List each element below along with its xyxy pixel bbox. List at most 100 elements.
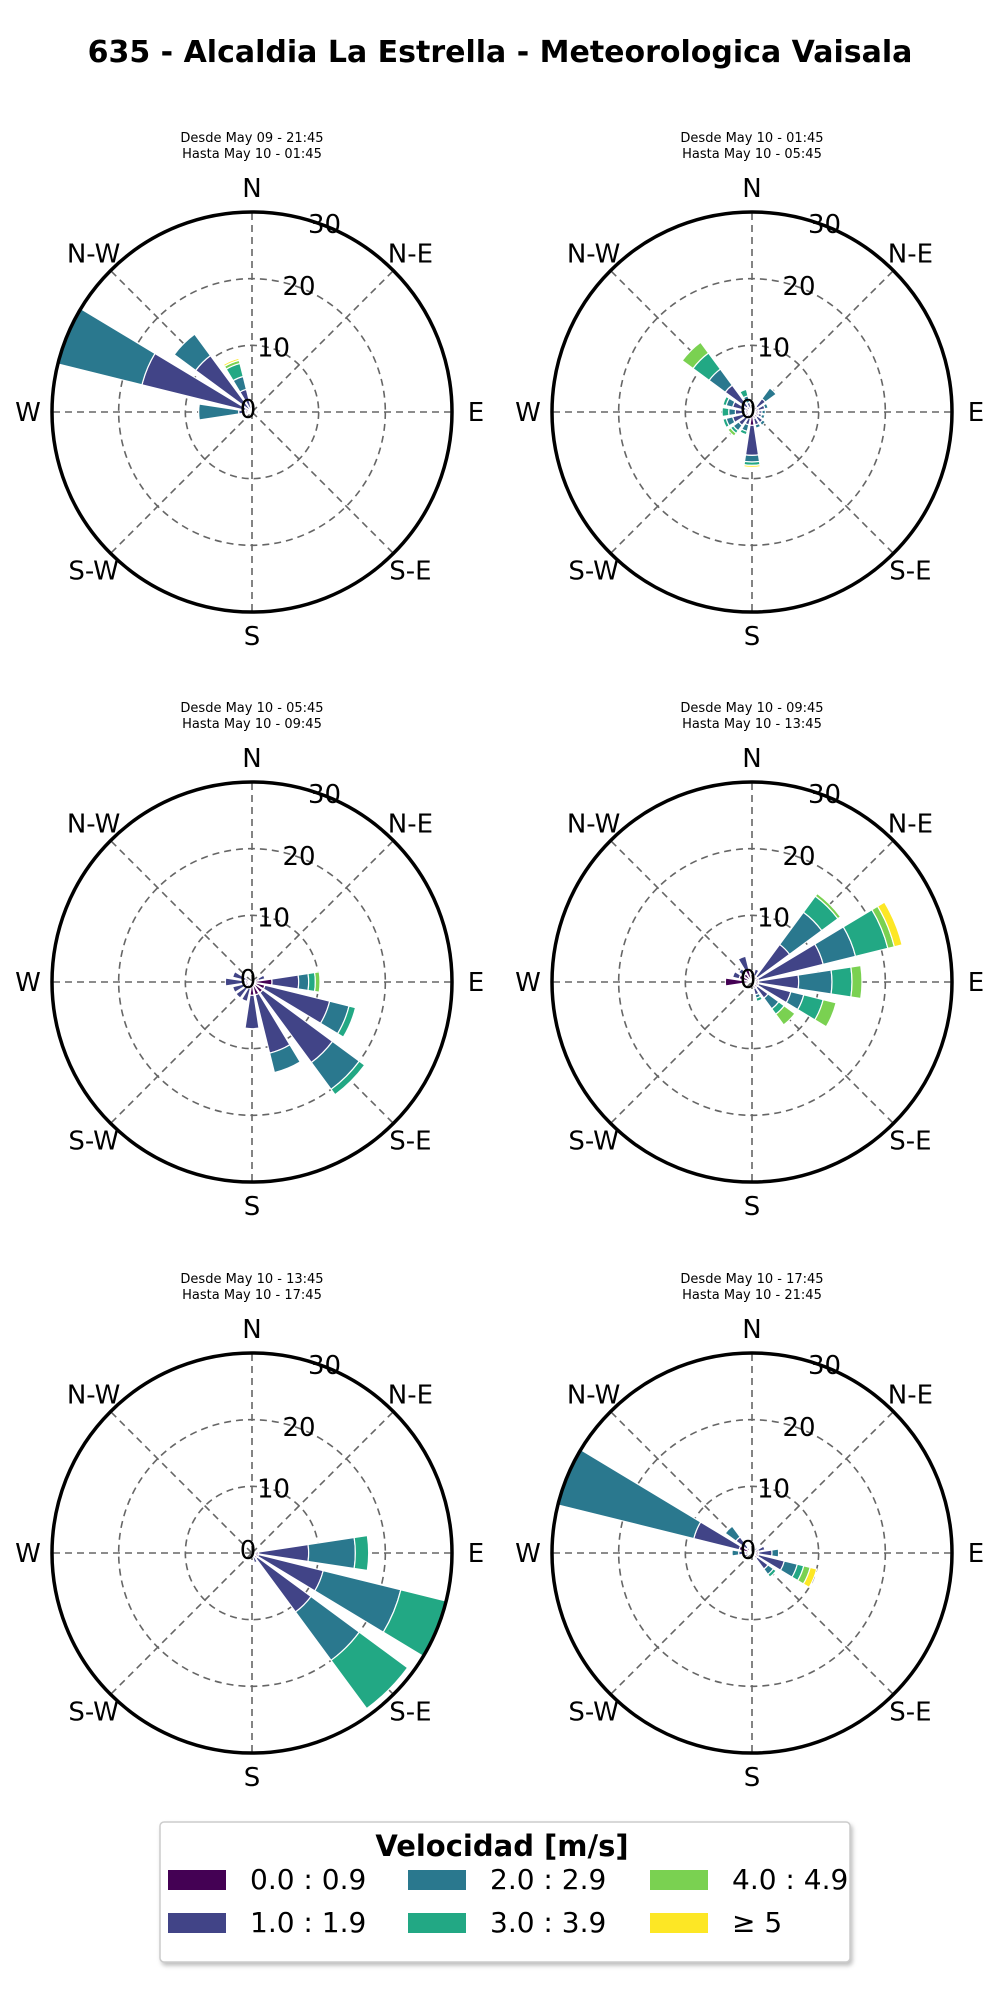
- sector-bar: [756, 1545, 766, 1553]
- ring-label: 0: [740, 395, 757, 425]
- direction-label: N: [742, 744, 761, 774]
- sector-bar: [771, 1548, 780, 1558]
- legend-swatch: [650, 1913, 708, 1933]
- legend-item: 0.0 : 0.9: [168, 1863, 366, 1896]
- direction-label: S-W: [568, 1697, 619, 1727]
- sector-bar: [752, 968, 760, 978]
- direction-label: W: [15, 398, 41, 428]
- grid-lines: [52, 212, 452, 612]
- grid-ring: [617, 847, 887, 1117]
- sector-bar: [721, 406, 730, 418]
- ring-label: 20: [782, 842, 815, 872]
- grid-spoke: [251, 270, 394, 413]
- ring-label: 30: [308, 1351, 341, 1381]
- direction-label: W: [515, 968, 541, 998]
- sector-bar: [830, 966, 853, 998]
- grid-lines: [552, 1353, 952, 1753]
- outer-ring: [550, 1351, 954, 1755]
- sector-bars: [251, 1534, 447, 1710]
- direction-label: S-E: [389, 1126, 431, 1156]
- grid-spoke: [610, 411, 753, 554]
- grid-ring: [617, 277, 887, 547]
- sector-bar: [254, 410, 260, 414]
- grid-spoke: [251, 411, 394, 554]
- direction-label: S-W: [568, 556, 619, 586]
- sector-bar: [737, 967, 747, 977]
- grid-spoke: [610, 840, 753, 983]
- sector-bar: [307, 1536, 356, 1570]
- direction-label: N: [742, 174, 761, 204]
- sector-bar: [752, 404, 757, 410]
- legend-item: 4.0 : 4.9: [650, 1863, 848, 1896]
- sector-bar: [244, 994, 260, 1030]
- sector-bar: [336, 1005, 357, 1038]
- direction-label: N: [242, 1315, 261, 1345]
- grid-ring: [184, 344, 320, 480]
- sector-bar: [731, 1549, 740, 1557]
- direction-label: E: [468, 398, 484, 428]
- direction-label: N: [242, 744, 261, 774]
- sector-bar: [353, 1534, 370, 1572]
- direction-label: N-E: [388, 1381, 433, 1411]
- sector-bar: [250, 404, 254, 410]
- direction-label: S: [244, 1192, 261, 1222]
- grid-ring: [617, 1418, 887, 1688]
- sector-bar: [814, 892, 842, 920]
- subtitle-from: Desde May 09 - 21:45: [180, 131, 323, 146]
- direction-label: E: [968, 1539, 984, 1569]
- grid-spoke: [610, 270, 753, 413]
- grid-spoke: [751, 411, 894, 554]
- grid-spoke: [110, 1552, 253, 1695]
- ring-label: 20: [282, 272, 315, 302]
- grid-ring: [684, 1485, 820, 1621]
- sector-bar: [173, 333, 212, 372]
- sector-bar: [724, 1525, 741, 1542]
- grid-spoke: [751, 1552, 894, 1695]
- grid-spoke: [110, 411, 253, 554]
- grid-spoke: [110, 270, 253, 413]
- subtitle-to: Hasta May 10 - 13:45: [682, 717, 822, 732]
- grid-spoke: [751, 1411, 894, 1554]
- ring-label: 30: [808, 780, 841, 810]
- direction-label: S-W: [68, 1697, 119, 1727]
- subtitle-to: Hasta May 10 - 21:45: [682, 1288, 822, 1303]
- direction-label: S: [744, 622, 761, 652]
- sector-bars: [681, 341, 777, 468]
- legend-swatch: [408, 1913, 466, 1933]
- direction-label: S-E: [889, 1126, 931, 1156]
- legend-swatch: [650, 1870, 708, 1890]
- sector-bar: [728, 407, 737, 417]
- outer-ring: [550, 780, 954, 1184]
- ring-label: 20: [782, 272, 815, 302]
- sector-bar: [731, 970, 742, 980]
- sector-bar: [224, 977, 247, 987]
- direction-label: N-W: [567, 810, 621, 840]
- ring-label: 20: [782, 1413, 815, 1443]
- sector-bar: [739, 428, 748, 436]
- ring-label: 10: [757, 1474, 790, 1504]
- subtitle-from: Desde May 10 - 01:45: [680, 131, 823, 146]
- ring-label: 10: [257, 333, 290, 363]
- direction-label: N-E: [888, 1381, 933, 1411]
- sector-bar: [797, 969, 833, 995]
- ring-label: 30: [808, 1351, 841, 1381]
- ring-label: 10: [757, 333, 790, 363]
- subtitle-from: Desde May 10 - 09:45: [680, 701, 823, 716]
- direction-label: N-W: [67, 810, 121, 840]
- ring-label: 20: [282, 1413, 315, 1443]
- sector-bar: [743, 464, 761, 468]
- sector-bar: [761, 387, 777, 403]
- legend: Velocidad [m/s] 0.0 : 0.9 1.0 : 1.9 2.0 : …: [159, 1821, 851, 1963]
- direction-label: S: [244, 622, 261, 652]
- direction-label: N-E: [388, 240, 433, 270]
- sector-bars: [557, 1448, 818, 1589]
- direction-label: N: [242, 174, 261, 204]
- ring-label: 10: [257, 903, 290, 933]
- sector-bar: [268, 1043, 302, 1074]
- direction-label: N-W: [567, 240, 621, 270]
- sector-bar: [235, 985, 249, 999]
- ring-label: 20: [282, 842, 315, 872]
- legend-swatch: [168, 1913, 226, 1933]
- sector-bar: [313, 971, 321, 993]
